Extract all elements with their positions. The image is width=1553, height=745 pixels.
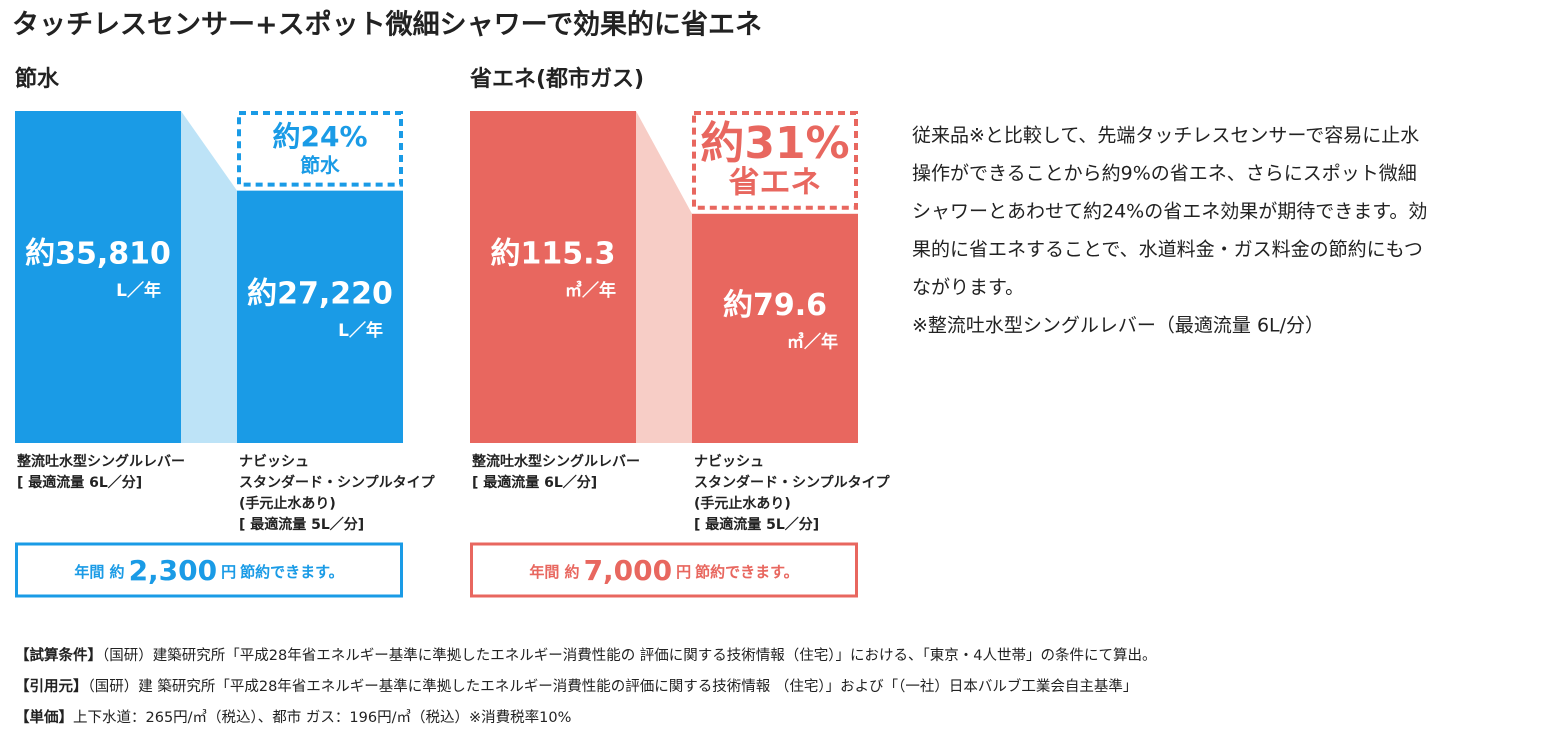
- value-label: 約115.3: [491, 237, 616, 272]
- note-label: 【単価】: [15, 708, 73, 726]
- description-line: ※整流吐水型シングルレバー（最適流量 6L/分）: [912, 315, 1324, 337]
- footer-part: 節約できます。: [695, 563, 799, 581]
- chart-heading: 節水: [15, 66, 60, 92]
- value-label: 約27,220: [247, 276, 393, 311]
- description-line: 果的に省エネすることで、水道料金・ガス料金の節約にもつ: [912, 239, 1423, 261]
- bar: [15, 111, 181, 443]
- footer-part: 年間 約: [74, 563, 124, 581]
- annotation: 節水: [300, 154, 340, 177]
- category-label: スタンダード・シンプルタイプ: [239, 474, 436, 491]
- annotation: 約24%: [272, 120, 367, 153]
- note: 【単価】上下水道：265円/㎥（税込）、都市 ガス：196円/㎥（税込）※消費税…: [15, 708, 571, 726]
- category-label: (手元止水あり): [694, 495, 791, 512]
- footer-text: 年間 約 2,300 円節約できます。: [74, 554, 343, 587]
- note-label: 【試算条件】: [15, 646, 102, 664]
- note: 【引用元】（国研）建 築研究所「平成28年省エネルギー基準に準拠したエネルギー消…: [15, 677, 1137, 695]
- value-unit: L／年: [116, 280, 161, 301]
- value-label: 約79.6: [723, 288, 827, 323]
- connector: [636, 111, 692, 443]
- annotation: 省エネ: [729, 165, 821, 201]
- annotation: 約31%: [700, 118, 849, 169]
- note-text: （国研）建築研究所「平成28年省エネルギー基準に準拠したエネルギー消費性能の 評…: [102, 646, 1157, 664]
- annotation-box: [237, 111, 403, 187]
- note-text: 上下水道：265円/㎥（税込）、都市 ガス：196円/㎥（税込）※消費税率10%: [73, 709, 571, 726]
- annotation-box: [692, 111, 858, 210]
- category-label: (手元止水あり): [239, 495, 336, 512]
- footer-part: 7,000: [584, 554, 673, 587]
- value-unit: ㎥／年: [787, 331, 838, 352]
- footer-part: 年間 約: [529, 563, 579, 581]
- category-label: [ 最適流量 6L／分]: [17, 474, 142, 491]
- category-label: [ 最適流量 5L／分]: [239, 516, 364, 533]
- value-unit: L／年: [338, 320, 383, 341]
- page-title: タッチレスセンサー+スポット微細シャワーで効果的に省エネ: [12, 9, 762, 41]
- connector: [181, 111, 237, 443]
- category-label: 整流吐水型シングルレバー: [471, 453, 640, 470]
- category-label: [ 最適流量 6L／分]: [472, 474, 597, 491]
- note-label: 【引用元】: [15, 678, 88, 695]
- footer-text: 年間 約 7,000 円節約できます。: [529, 554, 798, 587]
- footer-part: 2,300: [129, 554, 218, 587]
- description-line: ながります。: [912, 277, 1024, 299]
- footer-part: 節約できます。: [240, 563, 344, 581]
- chart-heading: 省エネ(都市ガス): [469, 66, 644, 92]
- footer-part: 円: [221, 563, 236, 581]
- category-label: ナビッシュ: [694, 454, 764, 470]
- footer-box: [470, 542, 858, 598]
- description-line: 操作ができることから約9%の省エネ、さらにスポット微細: [912, 163, 1417, 185]
- footer-part: 円: [676, 563, 691, 581]
- category-label: ナビッシュ: [239, 454, 309, 470]
- category-label: 整流吐水型シングルレバー: [16, 453, 185, 470]
- note-text: （国研）建 築研究所「平成28年省エネルギー基準に準拠したエネルギー消費性能の評…: [88, 677, 1138, 695]
- bar: [470, 111, 636, 443]
- category-label: スタンダード・シンプルタイプ: [694, 474, 891, 491]
- value-label: 約35,810: [25, 237, 171, 272]
- bar: [237, 190, 403, 443]
- value-unit: ㎥／年: [565, 280, 616, 301]
- category-label: [ 最適流量 5L／分]: [694, 516, 819, 533]
- description-line: シャワーとあわせて約24%の省エネ効果が期待できます。効: [912, 201, 1427, 223]
- footer-box: [15, 542, 403, 598]
- description-line: 従来品※と比較して、先端タッチレスセンサーで容易に止水: [912, 125, 1419, 147]
- bar: [692, 213, 858, 443]
- note: 【試算条件】（国研）建築研究所「平成28年省エネルギー基準に準拠したエネルギー消…: [15, 646, 1157, 664]
